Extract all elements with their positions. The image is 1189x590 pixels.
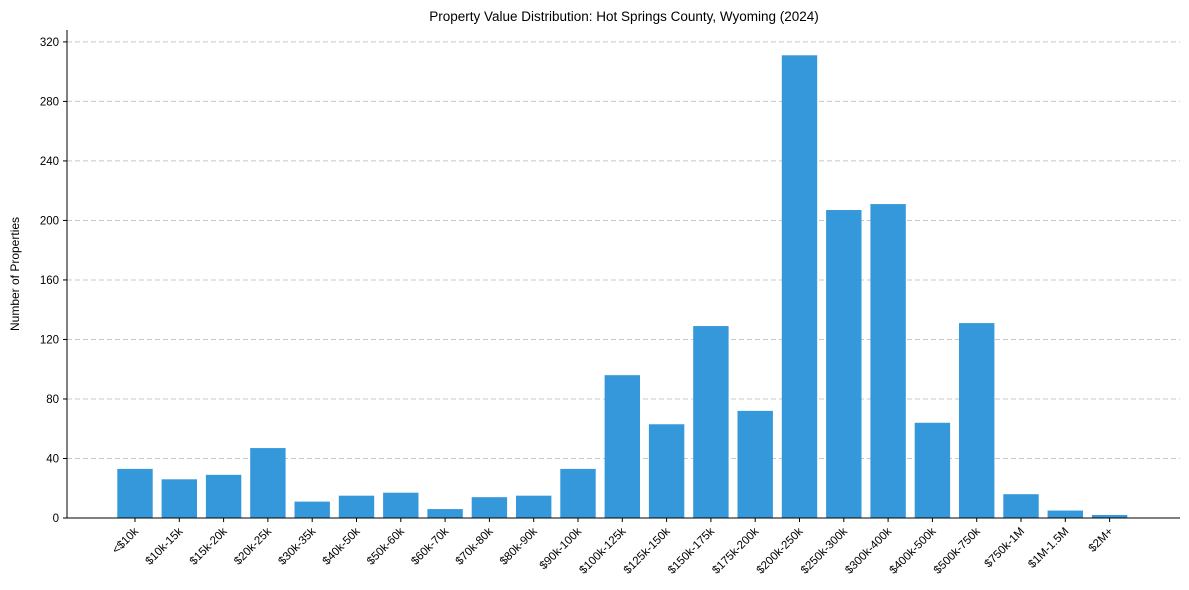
x-tick-label: $125k-150k [622,525,673,576]
y-tick-label: 120 [40,334,59,346]
bar [648,424,685,518]
bar [205,474,242,518]
bar [516,495,552,518]
x-tick-label: <$10k [110,525,141,556]
x-tick-label: $15k-20k [188,525,230,567]
bar [560,468,596,518]
y-axis-label: Number of Properties [8,217,22,331]
x-tick-label: $70k-80k [454,525,496,567]
x-tick-label: $40k-50k [321,525,363,567]
bar [1003,494,1039,518]
x-tick-label: $300k-400k [843,525,894,576]
x-tick-label: $60k-70k [409,525,451,567]
axes [66,30,1180,519]
x-tick-label: $50k-60k [365,525,407,567]
y-tick-label: 320 [40,37,59,49]
x-tick-label: $30k-35k [276,525,318,567]
bar [693,326,729,518]
y-tick-label: 280 [40,96,59,108]
bar [383,492,419,518]
bar [117,468,153,518]
bar [250,448,286,518]
x-tick-label: $2M+ [1087,525,1116,554]
y-tick-label: 160 [40,275,59,287]
bar [781,55,818,518]
bar [826,210,862,518]
bar [870,204,906,518]
y-tick-label: 200 [40,215,59,227]
x-tick-label: $175k-200k [710,525,761,576]
y-tick-label: 80 [46,394,59,406]
x-ticks: <$10k $10k-15k $15k-20k $20k-25k $30k-35k $40… [110,518,1116,577]
bar [294,501,330,518]
x-tick-label: $200k-250k [755,525,806,576]
x-tick-label: $750k-1M [982,526,1027,571]
x-tick-label: $10k-15k [143,525,185,567]
bar [1091,515,1128,518]
bar [471,497,508,518]
bar [338,495,375,518]
bar [161,479,197,518]
x-tick-label: $250k-300k [799,525,850,576]
bar [914,422,951,518]
y-tick-label: 40 [46,453,59,465]
y-tick-label: 240 [40,156,59,168]
bar [959,323,995,518]
x-tick-label: $500k-750k [932,525,983,576]
bar [604,375,640,518]
bar [737,410,773,518]
x-tick-label: $90k-100k [538,525,585,572]
x-tick-label: $100k-125k [577,525,628,576]
chart-title: Property Value Distribution: Hot Springs… [429,9,819,24]
x-tick-label: $20k-25k [232,525,274,567]
bars [117,55,1128,518]
x-tick-label: $150k-175k [666,525,717,576]
bar [1047,510,1083,518]
x-tick-label: $80k-90k [498,525,540,567]
y-ticks: 0 40 80 120 160 200 240 280 320 [40,37,67,525]
x-tick-label: $400k-500k [888,525,939,576]
y-tick-label: 0 [53,513,59,525]
x-tick-label: $1M-1.5M [1026,526,1071,571]
bar [427,509,463,518]
